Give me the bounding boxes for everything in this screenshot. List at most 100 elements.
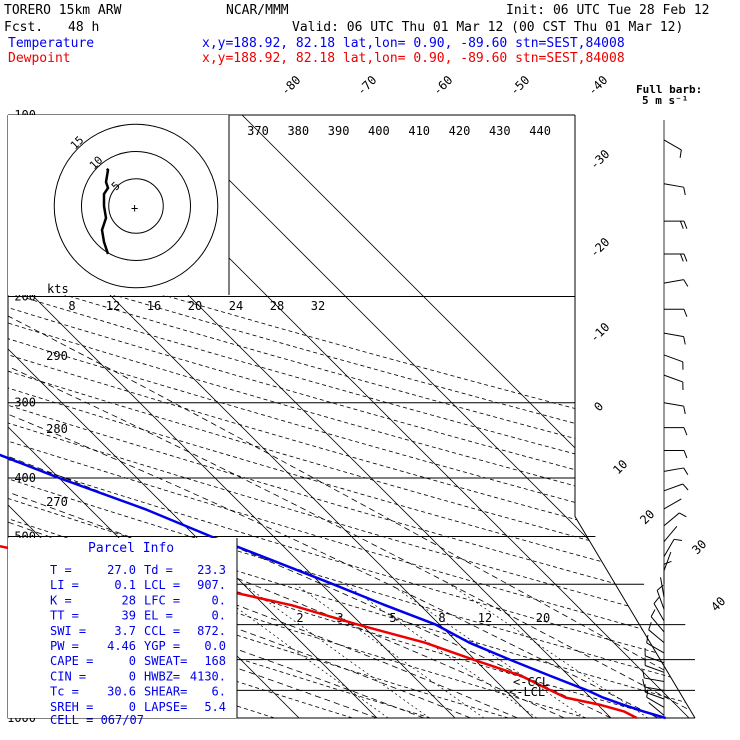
mixing-ratio-label-2: 2	[296, 611, 303, 625]
wind-barb-840	[644, 657, 665, 673]
dewpoint-station-info: x,y=188.92, 82.18 lat,lon= 0.90, -89.60 …	[202, 51, 625, 66]
wind-barb-staff	[663, 402, 684, 407]
isotherm-label--70: -70	[354, 73, 379, 98]
parcel-row-label: LI =	[50, 578, 79, 592]
fcst-label: Fcst.	[4, 20, 43, 35]
parcel-row-label: HWBZ=	[144, 669, 180, 683]
mixing-ratio-label-8: 8	[438, 611, 445, 625]
wind-barb-flag	[673, 538, 682, 542]
moist-adiabat-7	[8, 296, 695, 718]
parcel-row-value: 23.3	[197, 563, 226, 577]
mixing-ratio-label-5: 5	[389, 611, 396, 625]
wind-barb-990	[648, 702, 665, 716]
parcel-row-value: 0	[129, 654, 136, 668]
wind-barb-flag	[679, 253, 684, 262]
wind-barb-staff	[663, 512, 680, 527]
wind-barb-staff	[663, 483, 683, 492]
wind-barb-flag	[642, 678, 645, 688]
wind-barb-230	[663, 332, 686, 345]
wind-barb-780	[646, 634, 665, 654]
theta-label-430: 430	[489, 124, 511, 138]
wind-barb-870	[642, 670, 665, 683]
wind-barb-450	[663, 498, 682, 510]
wind-barb-staff	[645, 655, 665, 664]
parcel-row-value: 4.46	[107, 639, 136, 653]
dry-adiabat-360	[8, 115, 695, 718]
wind-barb-flag	[683, 336, 686, 345]
wind-barb-flag	[646, 689, 649, 698]
parcel-row-value: 872.	[197, 624, 226, 638]
wind-barb-900	[642, 678, 665, 691]
speed-label-32: 32	[311, 299, 325, 313]
parcel-title: Parcel Info	[88, 541, 174, 556]
wind-barb-flag	[642, 670, 645, 679]
parcel-row-value: 27.0	[107, 563, 136, 577]
parcel-row-label: SHEAR=	[144, 685, 187, 699]
ccl-marker: <-CCL	[513, 675, 549, 689]
wind-barb-360	[664, 449, 688, 459]
wind-barb-flag	[683, 253, 688, 262]
wind-barb-staff	[663, 374, 683, 383]
wind-barb-staff	[644, 686, 665, 691]
wind-barb-flag	[646, 634, 649, 644]
barb-units: 5 m s⁻¹	[642, 94, 688, 107]
wind-barb-flag	[679, 149, 682, 158]
parcel-row-label: PW =	[50, 639, 79, 653]
wind-barb-810	[644, 647, 665, 664]
parcel-row-label: CIN =	[50, 669, 86, 683]
mixing-ratio-5	[295, 583, 485, 718]
theta-label-400: 400	[368, 124, 390, 138]
wind-barb-flag	[683, 406, 686, 415]
parcel-row-label: K =	[50, 593, 72, 607]
mixing-ratio-label-12: 12	[478, 611, 492, 625]
dry-adiabat-420	[8, 115, 695, 718]
series-temperature	[0, 453, 666, 720]
background-grid	[7, 114, 696, 719]
wind-barb-flag	[683, 309, 688, 317]
parcel-row-label: Td =	[144, 563, 173, 577]
parcel-row-value: 3.7	[114, 624, 136, 638]
mixing-ratio-3	[243, 583, 430, 718]
mixing-ratio-label-20: 20	[536, 611, 550, 625]
isotherm-50	[241, 115, 695, 718]
wind-barb-staff	[656, 590, 665, 610]
wind-barb-540	[663, 538, 682, 557]
wind-barb-staff	[663, 498, 682, 510]
parcel-row-label: CCL =	[144, 624, 180, 638]
wind-barb-flag	[663, 560, 672, 565]
moist-adiabat-4	[8, 296, 565, 718]
parcel-row-label: LFC =	[144, 593, 180, 607]
wind-barb-flag	[683, 221, 688, 229]
sounding-series: <-CCL<-LCL	[0, 453, 666, 720]
parcel-row-label: TT =	[50, 609, 79, 623]
wind-barb-staff	[663, 551, 672, 571]
dry-adiabat-330	[8, 115, 695, 718]
dry-adiabat-400	[8, 115, 695, 718]
hodograph-ring-5	[108, 178, 164, 234]
dewpoint-legend: Dewpoint	[8, 51, 71, 66]
theta-label-390: 390	[328, 124, 350, 138]
parcel-row-value: 0.	[212, 593, 226, 607]
wind-barb-flag	[683, 187, 686, 196]
speed-label-20: 20	[188, 299, 202, 313]
isotherm-40	[163, 115, 695, 718]
wind-barb-570	[663, 551, 672, 571]
org-label: NCAR/MMM	[226, 3, 289, 18]
wind-barbs	[642, 120, 689, 716]
mixing-ratio-label-3: 3	[336, 611, 343, 625]
wind-barb-250	[663, 354, 684, 370]
moist-adiabat-0	[8, 296, 378, 718]
wind-barb-110	[663, 139, 682, 158]
pressure-label-400: 400	[14, 471, 36, 485]
isotherm-label-10: 10	[610, 457, 630, 477]
wind-barb-270	[663, 374, 684, 390]
speed-label-16: 16	[147, 299, 161, 313]
wind-barb-flag	[656, 584, 664, 591]
wind-barb-630	[660, 577, 665, 598]
wind-barb-staff	[663, 139, 682, 151]
parcel-row-value: 0.	[212, 609, 226, 623]
wind-barb-flag	[683, 427, 688, 436]
theta-left-label-280: 280	[46, 422, 68, 436]
